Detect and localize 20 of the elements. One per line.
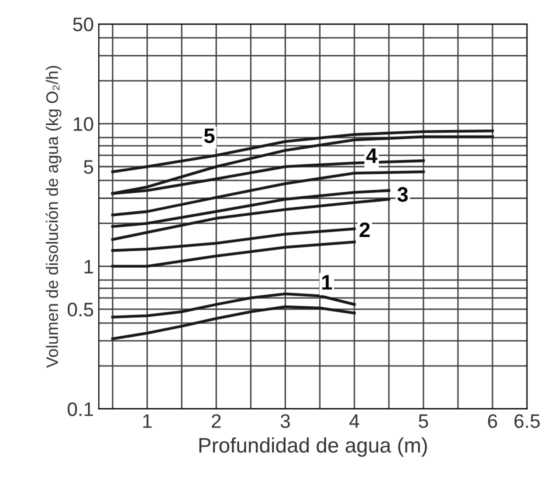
- x-tick-label: 1: [143, 414, 152, 428]
- y-tick-label: 50: [73, 18, 94, 32]
- x-tick-label: 5: [418, 414, 428, 428]
- x-tick-label: 2: [212, 414, 221, 428]
- annotation: 1: [322, 275, 332, 290]
- x-tick-label: 3: [280, 414, 290, 428]
- y-axis-title: Volumen de disolución de agua (kg O₂/h): [46, 66, 62, 368]
- x-tick-label: 6: [488, 414, 498, 428]
- y-tick-label: 0.1: [68, 402, 94, 416]
- x-axis-title: Profundidad de agua (m): [199, 437, 427, 457]
- annotation: 3: [397, 187, 408, 202]
- annotation: 2: [360, 222, 370, 238]
- x-tick-label: 4: [349, 414, 360, 428]
- y-tick-label: 0.5: [68, 302, 94, 316]
- y-tick-label: 1: [84, 260, 94, 274]
- annotation: 4: [366, 148, 378, 163]
- annotation: 5: [204, 128, 215, 144]
- y-tick-label: 5: [84, 160, 94, 174]
- x-tick-label: 6.5: [514, 414, 540, 428]
- y-tick-label: 10: [74, 117, 94, 131]
